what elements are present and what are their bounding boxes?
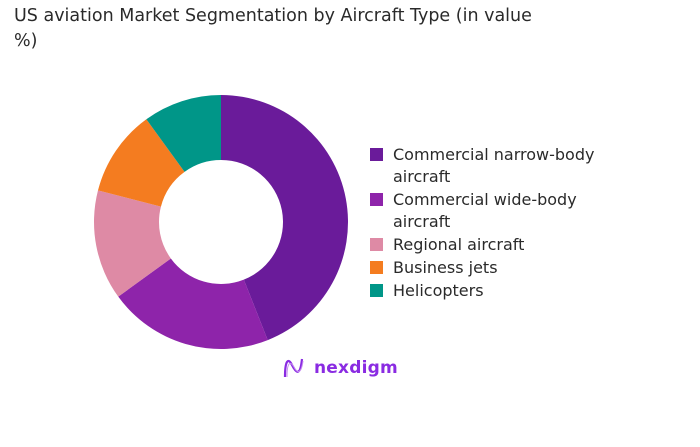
nexdigm-logo: nexdigm bbox=[282, 355, 398, 381]
slice-commercial-wide-body-aircraft bbox=[118, 258, 268, 349]
legend-label: Commercial wide-body aircraft bbox=[393, 190, 577, 231]
nexdigm-logo-icon bbox=[283, 358, 304, 378]
legend-label: Business jets bbox=[393, 258, 498, 277]
legend-item: Business jets bbox=[370, 257, 630, 279]
legend-item: Commercial narrow-body aircraft bbox=[370, 144, 630, 188]
logo-text: nexdigm bbox=[314, 358, 398, 378]
legend-swatch bbox=[370, 284, 383, 297]
legend-swatch bbox=[370, 148, 383, 161]
slice-helicopters bbox=[146, 95, 221, 172]
legend-label: Commercial narrow-body aircraft bbox=[393, 145, 595, 186]
legend: Commercial narrow-body aircraft Commercia… bbox=[370, 144, 630, 303]
legend-label: Helicopters bbox=[393, 281, 484, 300]
legend-item: Commercial wide-body aircraft bbox=[370, 189, 630, 233]
chart-title: US aviation Market Segmentation by Aircr… bbox=[14, 6, 532, 51]
slice-business-jets bbox=[97, 119, 185, 207]
legend-swatch bbox=[370, 238, 383, 251]
legend-item: Regional aircraft bbox=[370, 234, 630, 256]
slice-commercial-narrow-body-aircraft bbox=[221, 95, 348, 341]
legend-swatch bbox=[370, 261, 383, 274]
legend-label: Regional aircraft bbox=[393, 235, 525, 254]
legend-item: Helicopters bbox=[370, 280, 630, 302]
legend-swatch bbox=[370, 193, 383, 206]
slice-regional-aircraft bbox=[94, 190, 171, 297]
